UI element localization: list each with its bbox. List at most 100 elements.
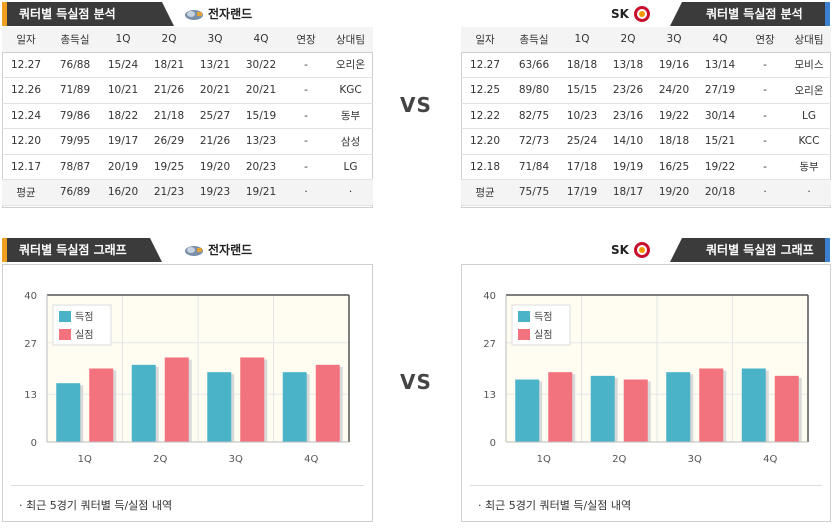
table-cell: 오리온 (787, 77, 831, 104)
legend-swatch (518, 329, 530, 340)
x-tick-label: 4Q (304, 454, 318, 465)
table-cell: 19/19 (605, 154, 651, 180)
table-cell: 13/23 (238, 128, 284, 155)
col-header: 연장 (743, 27, 787, 53)
bar-allowed (164, 357, 189, 442)
bar-scored (131, 364, 156, 442)
table-cell: 13/18 (605, 52, 651, 78)
legend-swatch (59, 311, 71, 322)
table-cell: 10/23 (559, 103, 605, 129)
table-cell: 19/22 (697, 154, 743, 180)
col-header: 3Q (192, 27, 238, 53)
table-cell: - (284, 128, 328, 155)
table-cell: 71/84 (509, 154, 559, 180)
table-cell: 25/24 (559, 128, 605, 155)
left-analysis-header: 쿼터별 득실점 분석 (2, 2, 162, 26)
table-cell: 12.26 (2, 77, 50, 104)
y-tick-label: 27 (24, 339, 37, 350)
table-cell: 21/26 (146, 77, 192, 104)
table-cell: 20/21 (238, 77, 284, 104)
table-cell: 16/25 (651, 154, 697, 180)
col-header: 1Q (559, 27, 605, 53)
right-analysis-header-title: 쿼터별 득실점 분석 (706, 7, 803, 21)
bar-allowed (548, 372, 573, 442)
right-chart-panel: 0 13 27 40 1Q 2Q 3Q 4Q 득점 실점 · 최근 5경기 쿼터별 득/실점 내역 (461, 264, 831, 522)
average-cell: · (787, 179, 831, 206)
left-team-name: 전자랜드 (208, 7, 253, 21)
col-header: 4Q (238, 27, 284, 53)
right-team-label: SK (611, 2, 651, 26)
bar-allowed (315, 364, 340, 442)
table-cell: LG (328, 154, 373, 180)
bar-scored (56, 383, 81, 442)
table-cell: 오리온 (328, 52, 373, 78)
right-graph-header-title: 쿼터별 득실점 그래프 (706, 243, 814, 257)
table-cell: 18/18 (559, 52, 605, 78)
left-graph-team-name: 전자랜드 (208, 243, 253, 257)
table-cell: 19/20 (192, 154, 238, 180)
bar-scored (515, 379, 540, 442)
left-chart-panel: 0 13 27 40 1Q 2Q 3Q 4Q 득점 실점 · 최근 5경기 쿼터별 득/실점 내역 (2, 264, 373, 522)
bar-allowed (240, 357, 265, 442)
average-cell: · (328, 179, 373, 206)
table-cell: 동부 (328, 103, 373, 129)
average-cell: · (284, 179, 328, 206)
table-cell: - (743, 128, 787, 155)
table-cell: 12.24 (2, 103, 50, 129)
right-graph-team-label: SK (611, 238, 651, 262)
x-tick-label: 2Q (612, 454, 626, 465)
elephants-logo-icon (185, 246, 203, 256)
table-cell: 12.20 (2, 128, 50, 155)
x-tick-label: 3Q (229, 454, 243, 465)
table-cell: 63/66 (509, 52, 559, 78)
table-cell: 18/18 (651, 128, 697, 155)
y-tick-label: 40 (24, 291, 37, 302)
table-cell: LG (787, 103, 831, 129)
table-cell: 모비스 (787, 52, 831, 78)
average-row: 평균 75/75 17/19 18/17 19/20 20/18 · · (461, 179, 831, 206)
left-stats-table: 일자 총득실 1Q 2Q 3Q 4Q 연장 상대팀 12.27 76/88 15/2… (2, 27, 373, 206)
knights-logo-icon (633, 6, 650, 22)
x-tick-label: 2Q (153, 454, 167, 465)
x-tick-label: 1Q (537, 454, 551, 465)
table-cell: 10/21 (100, 77, 146, 104)
table-cell: 12.20 (461, 128, 509, 155)
table-cell: 89/80 (509, 77, 559, 104)
table-cell: 18/21 (146, 52, 192, 78)
table-cell: 23/16 (605, 103, 651, 129)
table-row: 12.17 78/87 20/19 19/25 19/20 20/23- LG (2, 154, 373, 180)
table-cell: - (284, 77, 328, 104)
bar-allowed (699, 368, 724, 442)
table-cell: - (284, 52, 328, 78)
table-row: 12.20 72/73 25/24 14/10 18/18 15/21- KCC (461, 128, 831, 155)
table-cell: KGC (328, 77, 373, 104)
left-header-tab-corner (152, 2, 174, 26)
elephants-logo-icon (185, 10, 203, 20)
legend-label: 득점 (534, 311, 552, 323)
table-cell: 12.22 (461, 103, 509, 129)
table-cell: - (743, 103, 787, 129)
table-row: 12.26 71/89 10/21 21/26 20/21 20/21- KGC (2, 77, 373, 104)
left-analysis-header-title: 쿼터별 득실점 분석 (19, 7, 116, 21)
table-cell: 13/14 (697, 52, 743, 78)
table-cell: 27/19 (697, 77, 743, 104)
y-tick-label: 0 (31, 438, 37, 449)
table-cell: 21/18 (146, 103, 192, 129)
vs-label-top: VS (400, 93, 432, 117)
x-tick-label: 1Q (78, 454, 92, 465)
table-cell: 19/17 (100, 128, 146, 155)
table-cell: 15/24 (100, 52, 146, 78)
col-header: 연장 (284, 27, 328, 53)
average-cell: 16/20 (100, 179, 146, 206)
y-tick-label: 27 (483, 339, 496, 350)
table-cell: 24/20 (651, 77, 697, 104)
left-chart-footnote: · 최근 5경기 쿼터별 득/실점 내역 (19, 499, 173, 512)
table-cell: 23/26 (605, 77, 651, 104)
table-cell: 동부 (787, 154, 831, 180)
table-cell: 12.18 (461, 154, 509, 180)
right-table-header-row: 일자 총득실 1Q 2Q 3Q 4Q 연장 상대팀 (461, 27, 831, 53)
col-header: 3Q (651, 27, 697, 53)
table-cell: - (284, 154, 328, 180)
